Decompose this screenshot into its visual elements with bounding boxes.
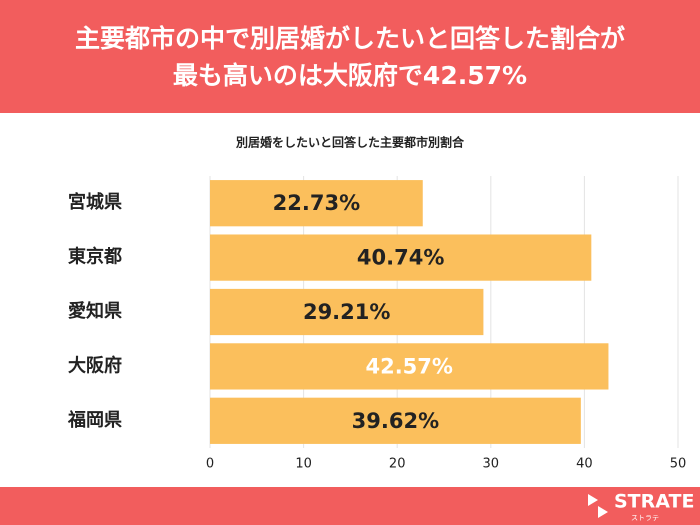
bar: [210, 234, 592, 281]
footer-band: [0, 487, 700, 525]
value-label: 40.74%: [357, 246, 444, 270]
brand-logo: STRATE ストラテ: [588, 491, 694, 522]
brand-sub: ストラテ: [631, 514, 659, 522]
y-tick-label: 愛知県: [68, 300, 122, 322]
header-band: [0, 0, 700, 113]
value-label: 29.21%: [303, 300, 390, 324]
x-tick-label: 10: [295, 457, 312, 472]
y-tick-label: 東京都: [68, 246, 122, 268]
y-tick-label: 宮城県: [68, 191, 122, 213]
y-tick-label: 大阪府: [68, 354, 122, 376]
logo-icon: [588, 494, 608, 518]
y-tick-label: 福岡県: [67, 409, 122, 431]
x-tick-label: 40: [576, 457, 593, 472]
bar: [210, 180, 423, 227]
x-tick-label: 0: [206, 457, 214, 472]
x-tick-label: 50: [670, 457, 687, 472]
chart-title: 別居婚をしたいと回答した主要都市別割合: [235, 135, 465, 150]
bar: [210, 288, 484, 336]
x-tick-label: 30: [483, 457, 500, 472]
x-tick-label: 20: [389, 457, 406, 472]
bar: [210, 343, 609, 390]
header-title: 主要都市の中で別居婚がしたいと回答した割合が: [75, 24, 625, 53]
bar: [210, 397, 581, 444]
plot: 0 10 20 30 40 50 宮城県 22.73% 東京都 40.74% 愛知県 29.21% 大阪…: [67, 176, 686, 472]
value-label: 22.73%: [273, 191, 360, 215]
brand: STRATE: [614, 491, 694, 513]
value-label: 42.57%: [365, 354, 452, 378]
header-title: 最も高いのは大阪府で42.57%: [173, 61, 527, 90]
value-label: 39.62%: [352, 409, 439, 433]
